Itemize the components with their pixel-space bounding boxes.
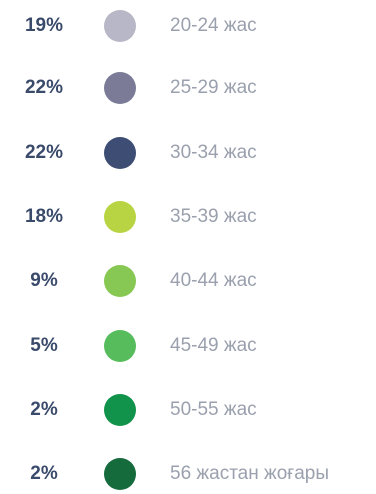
percentage-label: 22% bbox=[24, 142, 64, 163]
legend-row: 5% 45-49 жас bbox=[0, 326, 376, 366]
percentage-label: 19% bbox=[24, 15, 64, 36]
legend-swatch-dot bbox=[104, 10, 136, 42]
percentage-label: 22% bbox=[24, 77, 64, 98]
legend-row: 22% 30-34 жас bbox=[0, 133, 376, 173]
legend-swatch-dot bbox=[104, 330, 136, 362]
percentage-label: 5% bbox=[30, 335, 58, 356]
legend-row: 2% 56 жастан жоғары bbox=[0, 454, 376, 494]
legend-row: 19% 20-24 жас bbox=[0, 6, 376, 46]
percentage-label: 2% bbox=[30, 463, 58, 484]
legend-row: 22% 25-29 жас bbox=[0, 68, 376, 108]
age-group-label: 35-39 жас bbox=[170, 206, 257, 227]
age-group-label: 45-49 жас bbox=[170, 335, 257, 356]
age-group-label: 25-29 жас bbox=[170, 77, 257, 98]
legend-swatch-dot bbox=[104, 394, 136, 426]
age-group-label: 50-55 жас bbox=[170, 399, 257, 420]
age-group-label: 30-34 жас bbox=[170, 142, 257, 163]
legend-swatch-dot bbox=[104, 201, 136, 233]
legend-row: 2% 50-55 жас bbox=[0, 390, 376, 430]
percentage-label: 9% bbox=[30, 270, 58, 291]
legend-swatch-dot bbox=[104, 265, 136, 297]
legend-swatch-dot bbox=[104, 137, 136, 169]
legend-row: 9% 40-44 жас bbox=[0, 261, 376, 301]
age-group-label: 20-24 жас bbox=[170, 15, 257, 36]
percentage-label: 2% bbox=[30, 399, 58, 420]
age-group-label: 40-44 жас bbox=[170, 270, 257, 291]
percentage-label: 18% bbox=[24, 206, 64, 227]
legend-swatch-dot bbox=[104, 72, 136, 104]
legend-swatch-dot bbox=[104, 458, 136, 490]
legend-row: 18% 35-39 жас bbox=[0, 197, 376, 237]
age-group-label: 56 жастан жоғары bbox=[170, 463, 330, 484]
